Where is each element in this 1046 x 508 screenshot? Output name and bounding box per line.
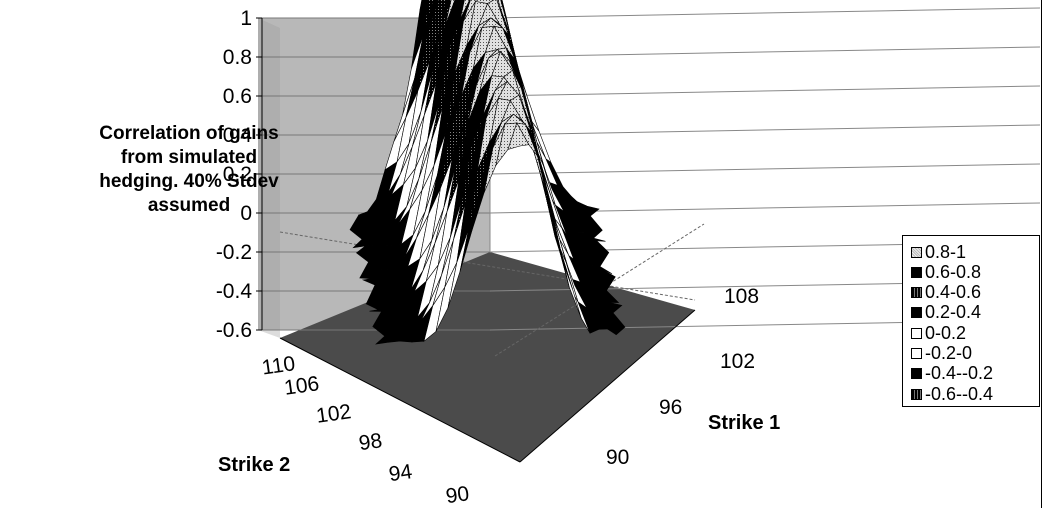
- z-axis-title: Correlation of gains from simulated hedg…: [99, 123, 279, 216]
- strike1-axis-title: Strike 1: [708, 412, 781, 434]
- legend-label: 0.6-0.8: [925, 261, 982, 282]
- legend-label: 0.2-0.4: [925, 302, 982, 323]
- surface-cell: [507, 122, 530, 150]
- z-gridline-right: [489, 46, 1041, 58]
- legend-item: 0.2-0.4: [911, 302, 982, 323]
- strike2-tick-label: 102: [315, 400, 353, 428]
- side-wall: [258, 18, 280, 338]
- z-gridline-right: [489, 85, 1041, 97]
- legend-item: 0.6-0.8: [911, 262, 981, 282]
- legend: 0.8-1 0.6-0.8 0.4-0.6 0.2-0.4 0-0.2 -0.2-0 -0.…: [902, 235, 1040, 407]
- z-tick-label: 0.4: [223, 124, 253, 147]
- legend-swatch: [911, 348, 922, 359]
- z-tick-label: -0.6: [216, 319, 252, 342]
- z-axis-ticks: 1 0.8 0.6 0.4 0.2 0 -0.2 -0.4 -0.6: [216, 7, 263, 342]
- strike1-tick-label: 102: [720, 350, 755, 373]
- strike2-tick-label: 90: [444, 482, 470, 508]
- strike2-axis-line: [279, 337, 521, 463]
- z-gridline-right: [489, 124, 1041, 136]
- strike1-tick-label: 96: [659, 396, 682, 419]
- legend-label: -0.2-0: [925, 343, 973, 363]
- z-tick-label: 1: [240, 7, 252, 30]
- strike1-axis-line: [519, 309, 696, 463]
- legend-label: 0.8-1: [925, 241, 967, 262]
- legend-swatch: [911, 368, 922, 380]
- floor-axes: [279, 223, 705, 463]
- strike1-tick-label: 108: [724, 285, 759, 308]
- legend-item: -0.6--0.4: [911, 384, 993, 404]
- legend-item: 0.4-0.6: [911, 282, 982, 303]
- legend-item: 0.8-1: [911, 242, 966, 262]
- strike1-tick-label: 90: [606, 446, 629, 469]
- legend-swatch: [911, 327, 922, 339]
- legend-swatch: [911, 266, 922, 278]
- legend-swatch: [911, 307, 922, 319]
- legend-swatch: [911, 388, 922, 400]
- z-tick-label: 0.2: [223, 163, 252, 186]
- z-tick-label: 0: [240, 202, 252, 225]
- z-gridline-right: [489, 7, 1041, 19]
- z-tick-label: 0.6: [223, 85, 252, 108]
- z-gridline-right: [489, 163, 1041, 175]
- z-tick-label: 0.8: [223, 46, 252, 69]
- legend-item: -0.4--0.2: [911, 363, 994, 384]
- zero-plane-line: [279, 231, 696, 301]
- strike2-tick-label: 94: [387, 460, 414, 486]
- legend-swatch: [911, 246, 922, 258]
- legend-label: 0-0.2: [925, 322, 967, 343]
- z-tick-label: -0.2: [216, 241, 252, 264]
- legend-swatch: [911, 287, 922, 299]
- legend-item: 0-0.2: [911, 323, 966, 343]
- legend-label: -0.6--0.4: [925, 383, 994, 404]
- strike2-axis-title: Strike 2: [218, 454, 291, 476]
- correlation-surface: [349, 0, 626, 345]
- z-tick-label: -0.4: [216, 280, 253, 303]
- legend-label: -0.4--0.2: [925, 363, 994, 384]
- strike2-tick-label: 110: [260, 352, 296, 379]
- legend-label: 0.4-0.6: [925, 282, 982, 303]
- page-border-line: [1041, 0, 1042, 508]
- zero-plane-line: [494, 223, 705, 357]
- strike1-axis-ticks: 108 102 96 90: [606, 285, 759, 469]
- strike2-tick-label: 106: [283, 372, 321, 400]
- strike2-tick-label: 98: [357, 429, 383, 455]
- legend-item: -0.2-0: [911, 343, 973, 364]
